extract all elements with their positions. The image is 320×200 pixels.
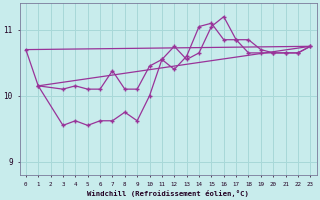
X-axis label: Windchill (Refroidissement éolien,°C): Windchill (Refroidissement éolien,°C) [87, 190, 249, 197]
